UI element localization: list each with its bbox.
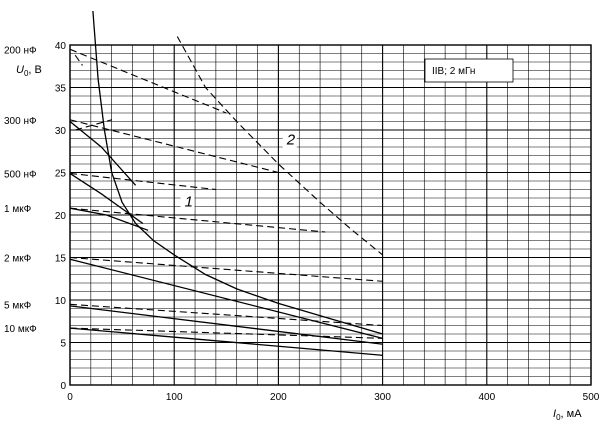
y-tick-label: 20: [55, 211, 67, 222]
legend-box: IIB; 2 мГн: [424, 58, 514, 83]
series-line-2: [176, 36, 383, 256]
series-line-16: [69, 327, 383, 339]
y-tick-label: 15: [55, 254, 67, 265]
series-group: [69, 10, 383, 356]
series-line-8: [69, 172, 216, 191]
capacitance-label: 2 мкФ: [4, 254, 32, 265]
series-line-4: [74, 54, 83, 66]
series-line-17: [69, 327, 383, 356]
x-tick-label: 400: [478, 392, 495, 403]
y-tick-labels: 0 5 10 15 20 25 30 35 40: [55, 41, 67, 392]
x-tick-label: 0: [67, 392, 73, 403]
series-line-14: [69, 303, 383, 327]
series-line-15: [69, 305, 383, 345]
series-line-3: [69, 48, 227, 114]
y-tick-label: 0: [60, 381, 66, 392]
series-line-12: [69, 256, 383, 282]
y-tick-label: 10: [55, 296, 67, 307]
y-tick-label: 25: [55, 169, 67, 180]
y-axis-unit: , В: [28, 64, 41, 76]
series-line-1: [92, 10, 383, 335]
curve-label-bg: [180, 193, 195, 211]
series-line-11: [69, 207, 149, 231]
capacitance-label: 5 мкФ: [4, 300, 32, 311]
curve-label: 1: [185, 194, 193, 211]
y-tick-label: 5: [60, 339, 66, 350]
curve-labels: 12: [180, 131, 297, 211]
x-axis-unit: , мА: [561, 408, 583, 420]
capacitance-label: 300 нФ: [4, 116, 37, 127]
capacitance-labels: 200 нФ 300 нФ 500 нФ 1 мкФ 2 мкФ 5 мкФ 10 мкФ: [4, 45, 37, 335]
x-axis-symbol: I: [553, 408, 556, 420]
y-tick-label: 35: [55, 84, 67, 95]
curve-label: 2: [286, 131, 296, 148]
x-tick-label: 300: [374, 392, 391, 403]
y-axis-subscript: 0: [24, 69, 29, 78]
legend-text: IIB; 2 мГн: [432, 66, 475, 77]
x-tick-label: 100: [166, 392, 183, 403]
x-tick-label: 200: [270, 392, 287, 403]
x-tick-labels: 0 100 200 300 400 500: [67, 392, 600, 403]
plot-frame: [69, 44, 592, 386]
capacitance-label: 500 нФ: [4, 169, 37, 180]
series-line-5: [69, 119, 279, 174]
x-axis-subscript: 0: [556, 413, 561, 422]
y-axis-symbol: U: [16, 64, 24, 76]
x-axis-label: I0, мА: [553, 408, 582, 422]
series-line-7: [69, 120, 137, 186]
curve-label-bg: [282, 131, 297, 149]
y-axis-label: U0, В: [16, 64, 42, 78]
plot-border: [69, 44, 592, 386]
capacitance-label: 1 мкФ: [4, 204, 32, 215]
series-line-13: [69, 258, 383, 339]
series-line-10: [69, 207, 326, 233]
series-line-6: [75, 119, 112, 131]
capacitance-label: 10 мкФ: [4, 324, 37, 335]
capacitance-label: 200 нФ: [4, 45, 37, 56]
y-tick-label: 40: [55, 41, 67, 52]
x-tick-label: 500: [583, 392, 600, 403]
y-tick-label: 30: [55, 126, 67, 137]
